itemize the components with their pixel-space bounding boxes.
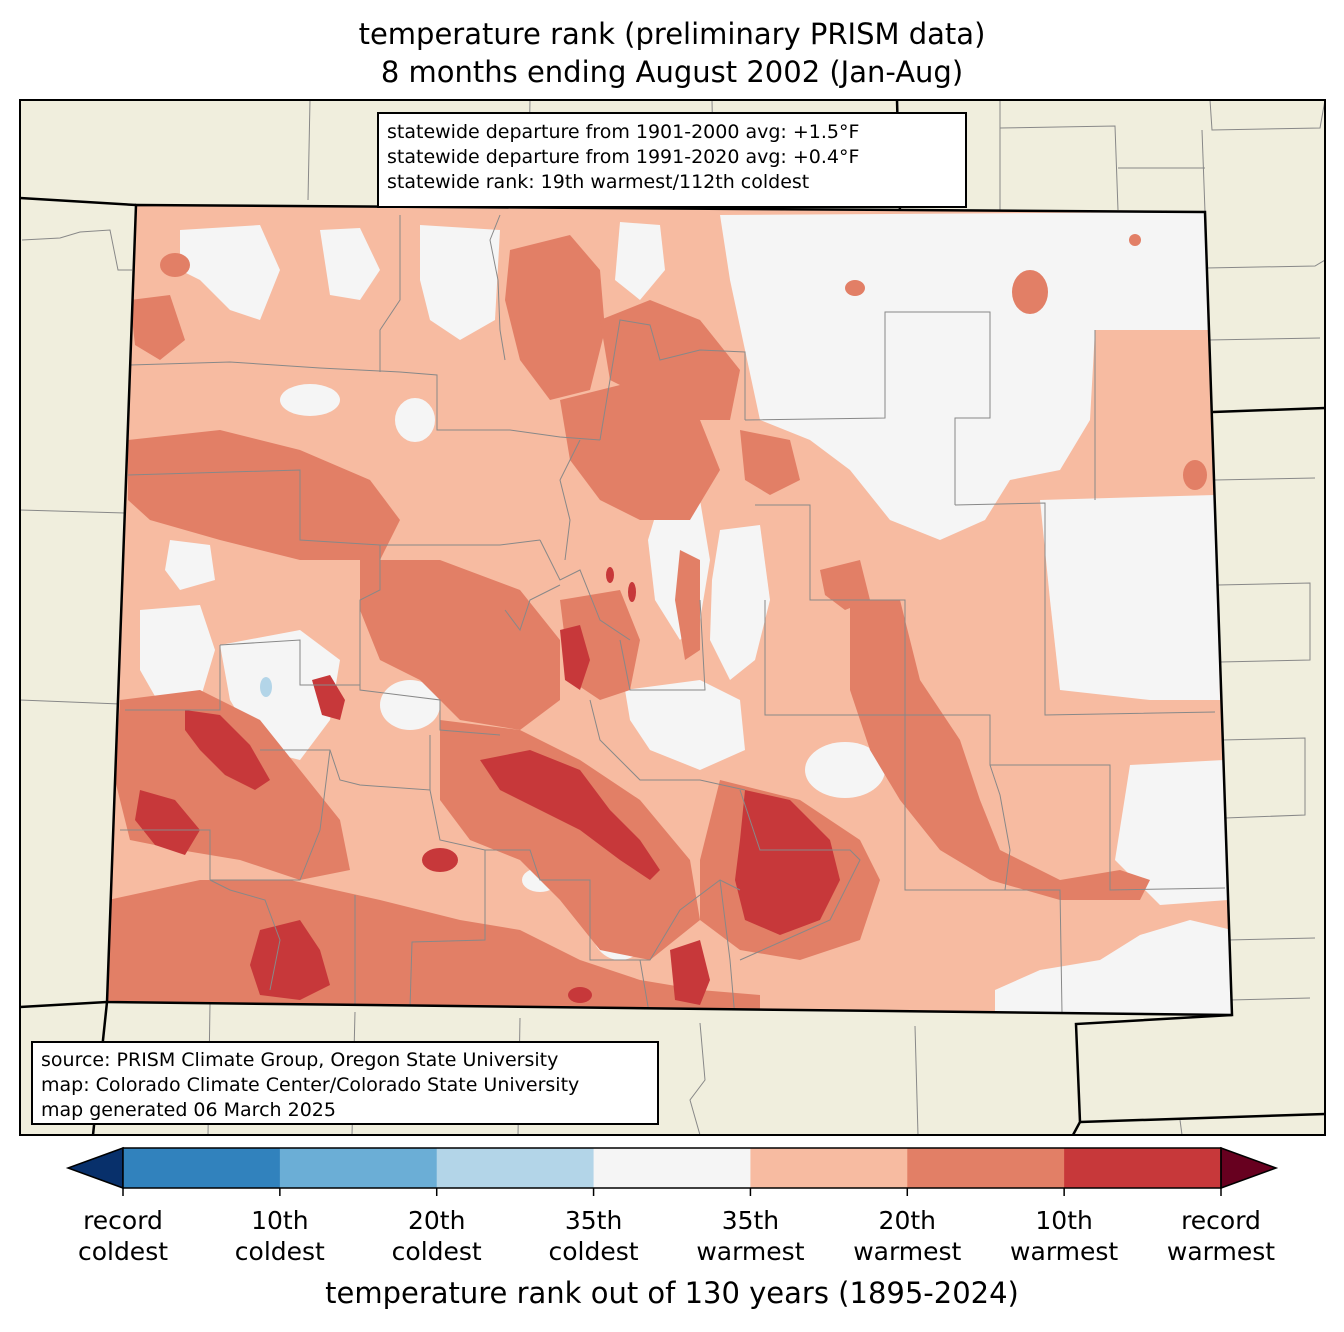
colorbar-segment: [279, 1148, 438, 1188]
tick-label-line1: 35th: [721, 1206, 780, 1235]
source-credits-box: source: PRISM Climate Group, Oregon Stat…: [31, 1041, 659, 1125]
tick-label-line2: coldest: [548, 1237, 639, 1266]
colorbar: [65, 1146, 1279, 1196]
tick-label-line1: record: [83, 1206, 163, 1235]
tick-label-line2: warmest: [1010, 1237, 1119, 1266]
colorbar-tick-label: record warmest: [1146, 1205, 1296, 1267]
tick-label-line2: warmest: [853, 1237, 962, 1266]
colorbar-tick-label: 20th warmest: [832, 1205, 982, 1267]
colorbar-extend-coldest: [65, 1146, 124, 1190]
neighbor-state-borders: [20, 100, 1325, 1135]
colorbar-segment: [593, 1148, 751, 1188]
statewide-stats-box: statewide departure from 1901-2000 avg: …: [377, 112, 967, 208]
colorbar-tick-label: 10th coldest: [205, 1205, 355, 1267]
stats-departure-1901-2000: statewide departure from 1901-2000 avg: …: [387, 121, 860, 143]
tick-label-line1: 35th: [564, 1206, 623, 1235]
tick-label-line2: warmest: [696, 1237, 805, 1266]
tick-label-line1: 10th: [251, 1206, 309, 1235]
tick-label-line2: coldest: [234, 1237, 325, 1266]
tick-label-line2: coldest: [391, 1237, 482, 1266]
tick-label-line2: coldest: [77, 1237, 169, 1266]
map-title-line1: temperature rank (preliminary PRISM data…: [358, 17, 986, 51]
temperature-rank-field: [107, 205, 1232, 1015]
stats-rank: statewide rank: 19th warmest/112th colde…: [387, 171, 810, 193]
map-credit-line: map: Colorado Climate Center/Colorado St…: [41, 1074, 580, 1096]
colorbar-tick-label: 20th coldest: [362, 1205, 512, 1267]
colorbar-tick-label: 10th warmest: [989, 1205, 1139, 1267]
tick-label-line1: 20th: [878, 1206, 937, 1235]
colorbar-segment: [907, 1148, 1065, 1188]
colorbar-segment: [750, 1148, 908, 1188]
map-title-line2: 8 months ending August 2002 (Jan-Aug): [380, 55, 964, 89]
colorbar-outline: [122, 1147, 1222, 1189]
generated-date-line: map generated 06 March 2025: [41, 1099, 336, 1121]
colorbar-tick-label: 35th coldest: [519, 1205, 669, 1267]
stats-departure-1991-2020: statewide departure from 1991-2020 avg: …: [387, 146, 860, 168]
colorbar-tick-label: record coldest: [48, 1205, 198, 1267]
tick-label-line1: 10th: [1035, 1206, 1093, 1235]
colorbar-extend-warmest: [1220, 1146, 1279, 1190]
colorado-state-border: [105, 203, 1234, 1017]
tick-label-line1: 20th: [407, 1206, 466, 1235]
source-line: source: PRISM Climate Group, Oregon Stat…: [41, 1049, 559, 1071]
colorbar-label: temperature rank out of 130 years (1895-…: [325, 1276, 1019, 1310]
colorbar-tick-label: 35th warmest: [675, 1205, 825, 1267]
tick-label-line2: warmest: [1166, 1237, 1276, 1266]
colorbar-segment: [1064, 1148, 1222, 1188]
tick-label-line1: record: [1181, 1206, 1261, 1235]
colorbar-segment: [436, 1148, 595, 1188]
map-frame: [19, 99, 1326, 1136]
colorbar-segment: [123, 1148, 281, 1188]
